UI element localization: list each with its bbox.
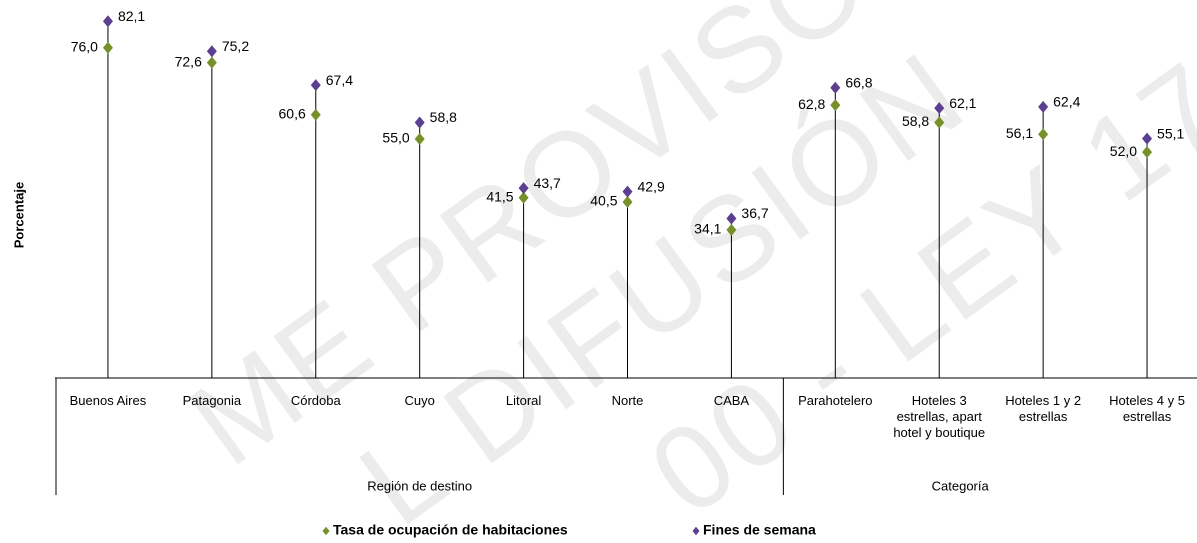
value-label: 67,4 [326,72,353,88]
value-label: 42,9 [638,178,665,194]
x-tick-label: Buenos Aires [69,393,147,408]
y-axis-label: Porcentaje [11,182,26,248]
marker [1142,146,1153,159]
marker [206,56,217,69]
value-label: 62,8 [798,96,825,112]
value-label: 66,8 [845,74,872,90]
marker [830,99,841,112]
x-tick-label: Córdoba [290,393,341,408]
value-label: 34,1 [694,221,721,237]
group-label: Región de destino [367,478,472,493]
x-tick-label: Cuyo [404,393,435,408]
marker [622,185,633,198]
value-label: 82,1 [118,8,145,24]
marker [1038,128,1049,141]
value-label: 62,1 [949,95,976,111]
x-tick-label: CABA [713,393,750,408]
marker [518,182,529,195]
marker [310,108,321,121]
marker [622,196,633,209]
value-label: 76,0 [71,38,98,54]
legend-marker [692,526,700,536]
marker [1142,132,1153,145]
legend-label: Fines de semana [703,522,816,538]
value-label: 41,5 [486,188,513,204]
marker [1038,100,1049,113]
x-tick-label: Hoteles 4 y 5 estrellas [1109,393,1185,424]
x-tick-label: Hoteles 3 estrellas, apart hotel y bouti… [893,393,986,440]
legend-label: Tasa de ocupación de habitaciones [333,522,568,538]
value-label: 75,2 [222,38,249,54]
value-label: 58,8 [902,113,929,129]
value-label: 43,7 [534,175,561,191]
marker [414,116,425,129]
value-label: 52,0 [1110,143,1137,159]
marker [518,191,529,204]
x-tick-label: Patagonia [182,393,242,408]
marker [726,212,737,225]
marker [102,41,113,54]
marker [726,223,737,236]
x-tick-label: Parahotelero [798,393,873,408]
x-tick-label: Norte [611,393,644,408]
value-label: 36,7 [741,205,768,221]
value-label: 56,1 [1006,125,1033,141]
marker [102,15,113,28]
marker [934,116,945,129]
value-label: 40,5 [590,193,617,209]
marker [414,133,425,146]
x-tick-label: Litoral [505,393,542,408]
legend-marker [322,526,330,536]
x-tick-label: Hoteles 1 y 2 estrellas [1005,393,1082,424]
marker [310,79,321,92]
value-label: 55,0 [382,130,409,146]
value-label: 55,1 [1157,125,1184,141]
value-label: 72,6 [175,53,202,69]
value-label: 58,8 [430,109,457,125]
marker [934,102,945,115]
value-label: 62,4 [1053,94,1080,110]
group-label: Categoría [932,478,990,493]
marker [830,81,841,94]
marker [206,45,217,58]
value-label: 60,6 [279,105,306,121]
